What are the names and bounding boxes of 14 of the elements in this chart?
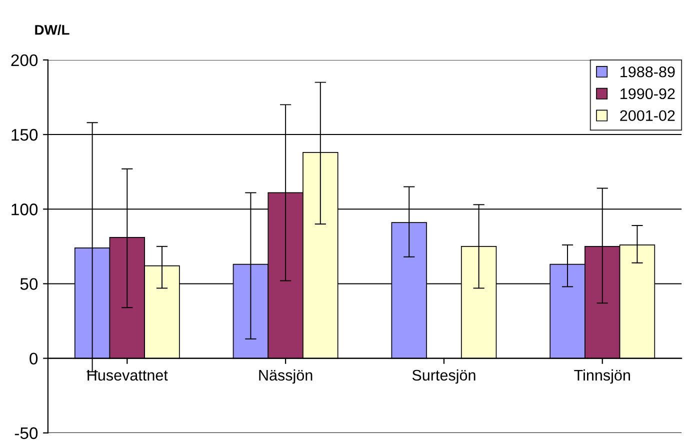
legend-label: 1990-92 (620, 88, 675, 100)
y-axis-title: DW/L (35, 24, 70, 35)
y-tick-label: 50 (20, 278, 38, 290)
y-tick-label: -50 (14, 427, 38, 440)
x-tick-label: Nässjön (259, 369, 312, 384)
x-tick-label: Husevattnet (88, 370, 168, 381)
legend-label: 1988-89 (620, 66, 675, 78)
legend-label: 2001-02 (620, 110, 675, 122)
y-tick-label: 150 (12, 128, 38, 141)
y-tick-label: 0 (30, 352, 38, 365)
y-tick-label: 100 (12, 204, 38, 216)
x-tick-label: Surtesjön (412, 369, 476, 384)
x-tick-label: Tinnsjön (574, 369, 630, 384)
y-tick-label: 200 (11, 54, 38, 66)
